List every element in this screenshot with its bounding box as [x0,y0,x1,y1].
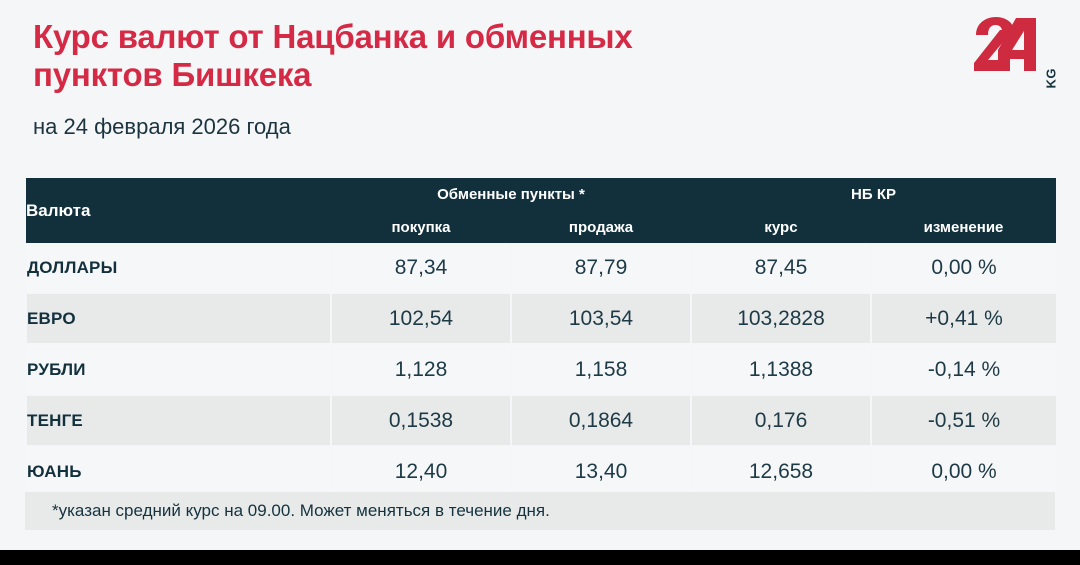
cell-change: 0,00 % [869,446,1057,498]
cell-rate: 0,176 [690,395,871,447]
column-group-exchange-points: Обменные пункты * [331,178,691,211]
cell-currency: ТЕНГЕ [25,395,331,447]
cell-change: -0,51 % [869,395,1057,447]
cell-sell: 103,54 [510,293,691,345]
cell-sell: 0,1864 [510,395,691,447]
table-row: ЕВРО 102,54 103,54 103,2828 +0,41 % [25,293,1057,345]
brand-logo[interactable]: KG [972,16,1058,89]
cell-buy: 87,34 [330,243,511,294]
cell-currency: РУБЛИ [25,344,331,396]
logo-kg-label: KG [1043,68,1058,89]
cell-buy: 102,54 [330,293,511,345]
table-row: ДОЛЛАРЫ 87,34 87,79 87,45 0,00 % [25,243,1057,294]
column-header-buy: покупка [331,211,511,243]
table-header-group-row: Валюта Обменные пункты * НБ КР [26,178,1057,243]
cell-rate: 87,45 [690,243,871,294]
table-row: ЮАНЬ 12,40 13,40 12,658 0,00 % [25,446,1057,498]
cell-currency: ДОЛЛАРЫ [25,243,331,294]
page-subtitle: на 24 февраля 2026 года [33,114,291,139]
currency-rates-table: Валюта Обменные пункты * НБ КР покупка п… [25,178,1057,498]
column-header-change: изменение [871,211,1057,243]
bottom-bar [0,550,1080,565]
footnote-bar: *указан средний курс на 09.00. Может мен… [25,492,1055,530]
column-header-sell: продажа [511,211,691,243]
column-header-currency: Валюта [26,178,331,243]
cell-sell: 1,158 [510,344,691,396]
page-header: Курс валют от Нацбанка и обменных пункто… [0,0,1080,165]
table-row: РУБЛИ 1,128 1,158 1,1388 -0,14 % [25,344,1057,396]
cell-buy: 1,128 [330,344,511,396]
cell-currency: ЮАНЬ [25,446,331,498]
table-header-sub-row: покупка продажа курс изменение [26,211,1057,243]
cell-rate: 1,1388 [690,344,871,396]
table-row: ТЕНГЕ 0,1538 0,1864 0,176 -0,51 % [25,395,1057,447]
cell-change: 0,00 % [869,243,1057,294]
cell-change: -0,14 % [869,344,1057,396]
cell-sell: 13,40 [510,446,691,498]
cell-change: +0,41 % [869,293,1057,345]
table-body: ДОЛЛАРЫ 87,34 87,79 87,45 0,00 % ЕВРО 10… [25,243,1057,498]
table-header: Валюта Обменные пункты * НБ КР покупка п… [26,178,1057,243]
cell-buy: 12,40 [330,446,511,498]
cell-buy: 0,1538 [330,395,511,447]
column-header-rate: курс [691,211,871,243]
cell-rate: 12,658 [690,446,871,498]
cell-currency: ЕВРО [25,293,331,345]
footnote-text: *указан средний курс на 09.00. Может мен… [52,501,550,520]
logo-24-icon [974,17,1036,71]
cell-sell: 87,79 [510,243,691,294]
column-group-nbkr: НБ КР [691,178,1057,211]
page-title: Курс валют от Нацбанка и обменных пункто… [33,18,633,93]
cell-rate: 103,2828 [690,293,871,345]
